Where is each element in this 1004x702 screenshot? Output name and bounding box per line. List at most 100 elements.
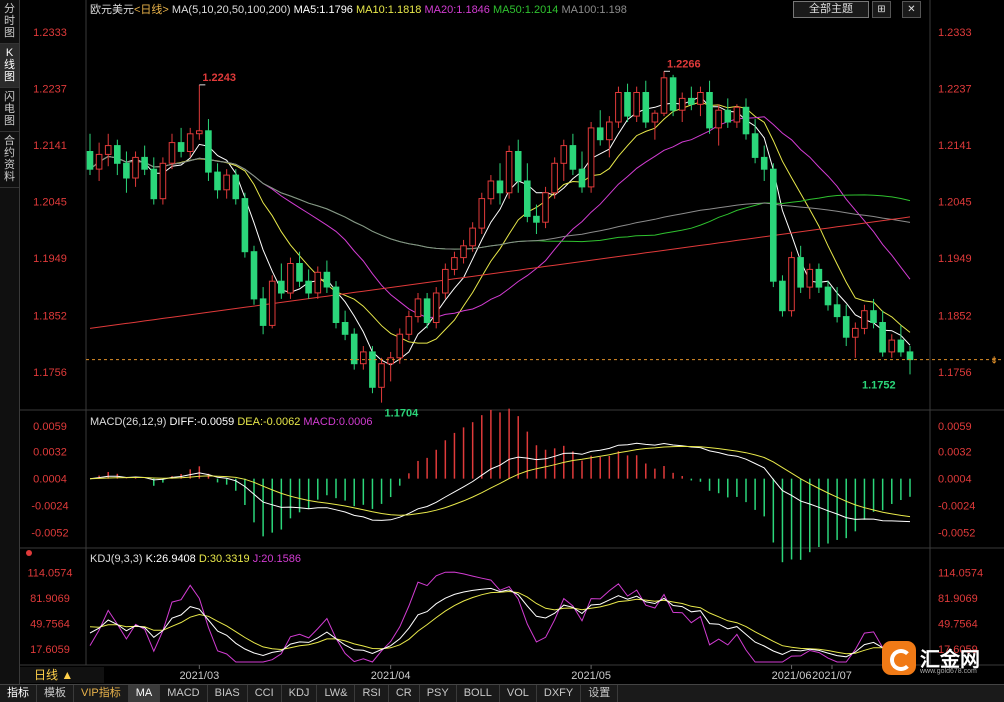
tab-13[interactable]: VOL	[500, 685, 537, 702]
indicator-tabbar: 指标 模板 VIP指标 MA MACD BIAS CCI KDJ LW& RSI CR PSY BOLL…	[0, 684, 1004, 702]
candle-body	[660, 77, 668, 114]
tab-10[interactable]: CR	[389, 685, 420, 702]
macd-tick-left-1: 0.0032	[33, 447, 67, 459]
tab-1[interactable]: 模板	[37, 685, 74, 702]
candle-body	[678, 97, 686, 111]
kdj-tick-left-3: 17.6059	[30, 644, 70, 656]
chart-area[interactable]: ⇟ 1.2243 1.2266 1.1704 1.1752 0.0059 0.0059 0.…	[20, 0, 1004, 684]
candle-body	[870, 310, 877, 324]
candle-body	[360, 351, 367, 365]
candle-body	[123, 162, 130, 179]
date-label-1: 2021/04	[371, 670, 411, 682]
macd-tick-left-4: -0.0052	[31, 528, 68, 540]
macd-tick-left-3: -0.0024	[31, 501, 68, 513]
candle-body	[533, 215, 540, 223]
price-tick-right-5: 1.1852	[938, 310, 972, 322]
tab-8[interactable]: LW&	[317, 685, 356, 702]
candle-body	[551, 162, 558, 194]
candle-body	[287, 263, 294, 294]
kdj-header: KDJ(9,3,3) K:26.9408 D:30.3319 J:20.1586	[90, 553, 301, 565]
candle-body	[451, 257, 458, 270]
annot-low1: 1.1704	[385, 408, 420, 420]
date-label-2: 2021/05	[571, 670, 611, 682]
last-price-marker: ⇟	[990, 356, 998, 367]
candle-body	[669, 77, 677, 111]
candle-body	[906, 351, 914, 361]
macd-tick-right-4: -0.0052	[938, 528, 975, 540]
price-header: 欧元美元<日线> MA(5,10,20,50,100,200) MA5:1.17…	[90, 2, 627, 16]
candle-body	[615, 92, 622, 123]
price-tick-right-3: 1.2045	[938, 197, 972, 209]
candle-body	[569, 145, 577, 170]
theme-dropdown[interactable]: 全部主题	[793, 1, 869, 18]
candle-body	[733, 106, 741, 123]
candle-body	[332, 286, 340, 324]
tab-11[interactable]: PSY	[420, 685, 457, 702]
candle-body	[259, 298, 267, 326]
candle-body	[797, 257, 804, 288]
maximize-icon[interactable]: ⊞	[872, 1, 891, 18]
price-tick-right-1: 1.2237	[938, 83, 972, 95]
candle-body	[642, 92, 650, 123]
caret-up-icon: ▲	[58, 668, 74, 682]
tab-4[interactable]: MACD	[160, 685, 208, 702]
price-tick-left-1: 1.2237	[33, 83, 67, 95]
candle-body	[524, 180, 531, 217]
candle-body	[350, 333, 358, 365]
tab-15[interactable]: 设置	[581, 685, 619, 702]
logo-icon	[882, 641, 916, 675]
tab-12[interactable]: BOLL	[457, 685, 500, 702]
candle-body	[114, 145, 121, 164]
candle-body	[387, 357, 394, 365]
candle-body	[861, 310, 868, 329]
tab-6[interactable]: CCI	[248, 685, 282, 702]
macd-tick-right-1: 0.0032	[938, 447, 972, 459]
tab-2[interactable]: VIP指标	[74, 685, 129, 702]
candle-body	[487, 180, 495, 200]
side-tab-3[interactable]: 合约资料	[0, 132, 19, 188]
tab-3[interactable]: MA	[128, 685, 161, 702]
candle-body	[879, 322, 886, 353]
candle-body	[369, 351, 376, 388]
candle-body	[514, 151, 522, 182]
kdj-tick-right-3: 17.6059	[938, 644, 978, 656]
price-tick-left-5: 1.1852	[33, 310, 67, 322]
candle-body	[697, 92, 704, 105]
candle-body	[542, 192, 549, 223]
kdj-tick-right-1: 81.9069	[938, 593, 978, 605]
candle-body	[278, 280, 285, 294]
close-icon[interactable]: ✕	[902, 1, 921, 18]
kdj-d-line	[89, 590, 911, 655]
tab-0[interactable]: 指标	[0, 685, 37, 702]
candle-body	[715, 109, 722, 129]
candle-body	[250, 251, 258, 300]
date-label-0: 2021/03	[179, 670, 219, 682]
candle-body	[788, 257, 795, 312]
candle-body	[505, 151, 513, 194]
candle-body	[396, 333, 404, 359]
gold678-logo: 汇金网 www.gold678.com	[880, 637, 998, 681]
candle-body	[168, 142, 176, 164]
candle-body	[560, 145, 568, 164]
macd-tick-right-2: 0.0004	[938, 474, 972, 486]
tab-9[interactable]: RSI	[355, 685, 389, 702]
candle-body	[214, 171, 221, 191]
side-tab-0[interactable]: 分时图	[0, 0, 19, 44]
candle-body	[442, 268, 449, 294]
candle-body	[460, 245, 467, 259]
kdj-tick-right-2: 49.7564	[938, 619, 978, 631]
candle-body	[833, 304, 841, 318]
candle-body	[177, 142, 185, 152]
candle-body	[432, 292, 440, 323]
candle-body	[842, 316, 850, 338]
date-label-4: 2021/07	[812, 670, 852, 682]
tab-14[interactable]: DXFY	[537, 685, 582, 702]
side-tab-2[interactable]: 闪电图	[0, 88, 19, 132]
kdj-k-line	[89, 587, 911, 658]
price-tick-right-2: 1.2141	[938, 140, 972, 152]
tab-7[interactable]: KDJ	[282, 685, 318, 702]
tab-5[interactable]: BIAS	[208, 685, 248, 702]
period-selector[interactable]: 日线 ▲	[20, 667, 104, 683]
candle-body	[232, 174, 240, 200]
